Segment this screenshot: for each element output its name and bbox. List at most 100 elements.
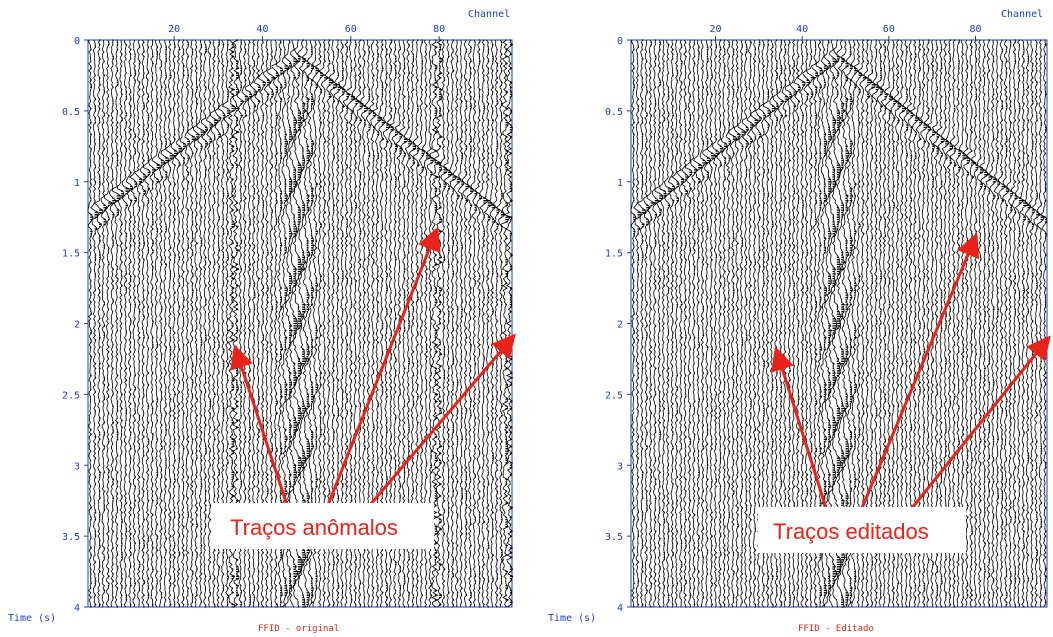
y-tick-label: 2.5	[605, 390, 623, 401]
seismic-trace-fill	[633, 44, 636, 608]
seismic-trace-fill	[685, 41, 689, 608]
x-tick-label: 20	[168, 24, 180, 35]
seismic-trace-fill	[218, 39, 222, 608]
seismic-trace-fill	[897, 39, 901, 608]
seismic-trace-fill	[90, 44, 94, 608]
seismic-trace-fill	[654, 39, 659, 601]
seismic-trace-fill	[130, 44, 133, 608]
callout-box-edited	[758, 507, 966, 553]
seismic-trace	[109, 39, 117, 608]
seismic-trace	[499, 39, 511, 608]
seismic-trace-fill	[191, 39, 197, 608]
y-tick-label: 1.5	[605, 249, 623, 260]
seismic-trace-fill	[728, 41, 731, 606]
seismic-trace-fill	[112, 39, 117, 601]
seismic-trace	[1019, 39, 1028, 608]
seismic-trace-fill	[1014, 39, 1018, 608]
seismic-trace	[1039, 39, 1048, 608]
seismic-trace-fill	[680, 39, 685, 608]
callout-text-edited: Traços editados	[773, 519, 929, 544]
seismic-trace-fill	[99, 39, 103, 606]
seismic-trace-fill	[992, 41, 997, 606]
y-tick-label: 2	[74, 320, 80, 331]
seismic-trace-fill	[741, 44, 746, 603]
seismic-trace-fill	[302, 39, 307, 608]
seismic-trace-fill	[997, 41, 1000, 603]
x-tick-label: 60	[883, 24, 895, 35]
seismic-trace-fill	[147, 39, 151, 608]
seismic-trace-fill	[732, 39, 738, 608]
seismic-trace-fill	[324, 39, 329, 601]
y-tick-label: 0	[74, 36, 80, 47]
y-tick-label: 0.5	[62, 107, 80, 118]
annotation-arrow	[860, 232, 980, 509]
panel-edited: 20 40 60 80 0 0.5 1 1.5 2 2.5 3 3.5 4 Channel Time …	[548, 9, 1051, 634]
seismic-trace-fill	[1023, 41, 1028, 608]
x-tick-group-original: 20 40 60 80	[168, 24, 445, 40]
seismic-trace-fill	[711, 39, 716, 606]
seismic-trace-fill	[452, 39, 457, 608]
seismic-trace	[1036, 39, 1046, 608]
seismic-trace-fill	[737, 41, 741, 601]
callout-box-original	[212, 503, 434, 549]
seismic-trace-fill	[355, 41, 360, 608]
plot-title-original: FFID - original	[258, 624, 339, 634]
y-tick-label: 4	[617, 603, 623, 614]
seismic-trace-fill	[174, 41, 179, 608]
seismic-trace-fill	[706, 44, 712, 601]
seismic-trace	[483, 39, 493, 608]
seismic-trace	[663, 39, 673, 608]
seismic-trace-fill	[637, 41, 642, 606]
seismic-trace-fill	[1018, 39, 1024, 606]
seismic-trace-fill	[196, 41, 200, 601]
seismic-trace-fill	[461, 41, 464, 603]
seismic-trace-fill	[754, 46, 759, 608]
seismic-trace-fill	[169, 39, 175, 606]
seismic-trace-fill	[125, 44, 130, 608]
plot-title-edited: FFID - Editado	[798, 624, 874, 634]
seismic-trace-fill	[505, 39, 511, 608]
y-tick-label: 2.5	[62, 390, 80, 401]
seismic-trace-fill	[659, 39, 663, 608]
y-tick-label: 0	[617, 36, 623, 47]
seismic-trace	[133, 39, 143, 608]
x-axis-label-edited: Channel	[1001, 9, 1043, 20]
y-tick-label: 4	[74, 603, 80, 614]
seismic-trace	[651, 39, 660, 608]
seismic-trace-fill	[715, 41, 720, 608]
y-tick-label: 3	[74, 461, 80, 472]
seismic-trace-fill	[483, 39, 489, 606]
seismic-trace-fill	[724, 39, 728, 606]
y-tick-label: 3.5	[62, 532, 80, 543]
seismic-trace-fill	[315, 44, 320, 599]
y-tick-label: 0.5	[605, 107, 623, 118]
seismic-trace-fill	[152, 39, 156, 608]
seismic-trace-fill	[107, 41, 113, 608]
seismic-trace-fill	[456, 41, 461, 606]
seismic-trace-fill	[1010, 41, 1013, 601]
seismic-trace-fill	[443, 39, 448, 606]
seismic-trace-fill	[693, 39, 698, 608]
seismic-trace-fill	[984, 44, 988, 606]
x-tick-label: 80	[969, 24, 981, 35]
seismic-trace	[121, 39, 130, 608]
seismic-trace-fill	[205, 39, 208, 608]
seismic-trace-fill	[244, 44, 249, 608]
y-tick-label: 3	[617, 461, 623, 472]
x-tick-label: 60	[345, 24, 357, 35]
seismic-trace-fill	[676, 39, 680, 606]
seismic-trace-fill	[797, 39, 801, 606]
x-tick-label: 80	[433, 24, 445, 35]
seismic-trace-fill	[399, 44, 403, 608]
seismic-trace-fill	[698, 46, 702, 608]
seismic-trace-fill	[689, 39, 693, 608]
y-tick-group-original: 0 0.5 1 1.5 2 2.5 3 3.5 4	[62, 36, 88, 614]
y-tick-label: 3.5	[605, 532, 623, 543]
seismic-trace	[741, 39, 750, 608]
seismic-trace-fill	[116, 39, 121, 608]
seismic-trace-fill	[719, 39, 724, 608]
annotation-arrow	[910, 335, 1051, 509]
y-axis-label-original: Time (s)	[8, 613, 56, 624]
seismic-trace	[186, 39, 197, 608]
seismic-trace-fill	[448, 44, 452, 606]
